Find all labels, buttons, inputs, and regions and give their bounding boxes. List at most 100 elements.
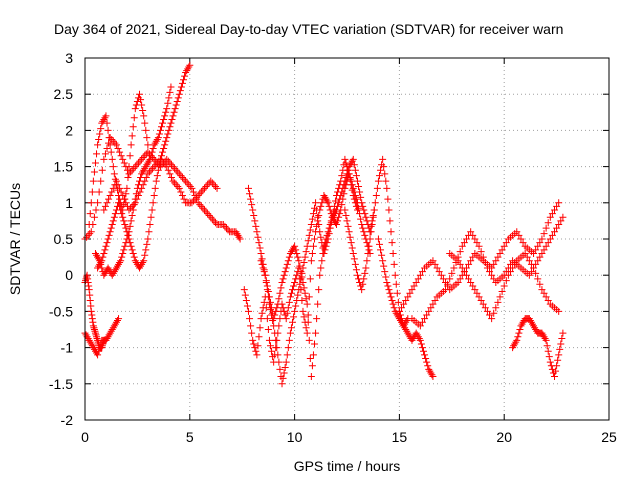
data-point (147, 152, 155, 160)
data-point (84, 278, 92, 286)
data-point (161, 112, 169, 120)
data-point (385, 286, 393, 294)
data-point (416, 322, 424, 330)
data-point (351, 260, 359, 268)
data-point (428, 371, 436, 379)
data-point (196, 201, 204, 209)
data-point (471, 286, 479, 294)
data-point (347, 177, 355, 185)
data-point (266, 298, 274, 306)
y-tick-label: 0.5 (54, 231, 74, 247)
data-point (379, 257, 387, 265)
data-point (132, 259, 140, 267)
data-point (194, 199, 202, 207)
data-point (392, 309, 400, 317)
data-point (299, 264, 307, 272)
data-point (316, 271, 324, 279)
data-point (163, 134, 171, 142)
data-point (177, 172, 185, 180)
data-point (264, 326, 272, 333)
data-point (181, 72, 189, 80)
data-point (164, 166, 172, 174)
data-point (100, 116, 108, 124)
data-point (532, 246, 540, 254)
data-point (321, 246, 329, 254)
data-point (403, 327, 411, 335)
data-point (285, 336, 293, 344)
data-point (504, 271, 512, 279)
data-point (169, 177, 177, 185)
data-point (264, 287, 272, 295)
data-point (111, 210, 119, 218)
data-point (154, 166, 162, 174)
data-point (152, 137, 160, 145)
data-point (88, 188, 96, 196)
data-point (540, 246, 548, 254)
data-point (366, 235, 374, 243)
data-point (116, 148, 124, 156)
data-point (134, 159, 142, 167)
data-point (396, 316, 404, 324)
series-track-12 (374, 235, 437, 381)
data-point (94, 141, 102, 149)
data-point (273, 304, 281, 312)
data-point (252, 222, 260, 230)
data-point (160, 159, 168, 167)
data-point (202, 208, 210, 216)
data-point (431, 260, 439, 268)
data-point (334, 217, 342, 225)
data-point (169, 112, 177, 120)
data-point (369, 213, 377, 221)
data-point (517, 235, 525, 243)
series-track-5 (91, 83, 175, 279)
data-point (148, 206, 156, 214)
data-point (123, 235, 131, 243)
data-point (297, 268, 305, 276)
data-point (317, 202, 325, 210)
data-point (544, 219, 552, 227)
data-point (359, 224, 367, 232)
data-point (102, 112, 110, 120)
data-point (145, 168, 153, 176)
data-point (139, 168, 147, 176)
data-point (510, 342, 518, 350)
data-point (108, 188, 116, 196)
data-point (338, 201, 346, 209)
data-point (335, 199, 343, 207)
data-point (346, 233, 354, 241)
data-point (306, 275, 314, 283)
data-point (138, 101, 146, 109)
data-point (351, 192, 359, 200)
data-point (91, 327, 99, 335)
data-point (379, 155, 387, 163)
data-point (235, 233, 243, 241)
data-point (84, 335, 92, 343)
data-point (342, 173, 350, 181)
data-point (389, 249, 397, 257)
data-point (263, 315, 271, 323)
data-point (409, 335, 417, 343)
data-point (305, 293, 313, 301)
data-point (85, 221, 93, 229)
data-point (149, 164, 157, 172)
data-point (160, 145, 168, 152)
data-point (243, 302, 251, 310)
data-point (513, 228, 521, 236)
data-point (255, 239, 263, 247)
data-point (207, 213, 215, 221)
data-point (219, 221, 227, 229)
data-point (106, 192, 114, 200)
data-point (263, 282, 271, 290)
data-point (374, 177, 382, 185)
y-axis-label: SDTVAR / TECUs (7, 183, 23, 295)
data-point (279, 374, 287, 382)
data-point (541, 335, 549, 343)
data-point (552, 367, 560, 375)
data-point (352, 172, 360, 180)
data-point (358, 199, 366, 207)
data-point (140, 166, 148, 174)
data-point (538, 235, 546, 243)
data-point (94, 253, 102, 261)
data-point (172, 166, 180, 174)
data-point (479, 253, 487, 261)
